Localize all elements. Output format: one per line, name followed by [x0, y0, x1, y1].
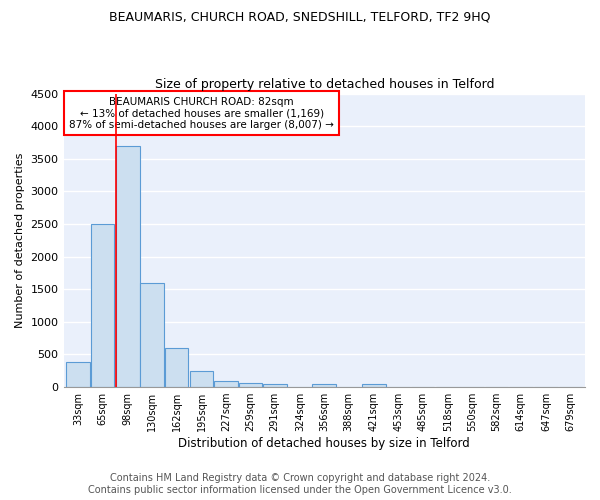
Bar — [362, 384, 386, 387]
Bar — [91, 224, 115, 387]
Bar — [190, 372, 214, 387]
Text: BEAUMARIS, CHURCH ROAD, SNEDSHILL, TELFORD, TF2 9HQ: BEAUMARIS, CHURCH ROAD, SNEDSHILL, TELFO… — [109, 10, 491, 23]
Bar — [164, 348, 188, 387]
Text: Contains HM Land Registry data © Crown copyright and database right 2024.
Contai: Contains HM Land Registry data © Crown c… — [88, 474, 512, 495]
Bar — [116, 146, 140, 387]
Bar — [67, 362, 90, 387]
Y-axis label: Number of detached properties: Number of detached properties — [15, 152, 25, 328]
Bar — [239, 383, 262, 387]
Bar — [313, 384, 336, 387]
Bar — [214, 380, 238, 387]
Bar — [140, 282, 164, 387]
Bar — [263, 384, 287, 387]
X-axis label: Distribution of detached houses by size in Telford: Distribution of detached houses by size … — [178, 437, 470, 450]
Text: BEAUMARIS CHURCH ROAD: 82sqm
← 13% of detached houses are smaller (1,169)
87% of: BEAUMARIS CHURCH ROAD: 82sqm ← 13% of de… — [69, 96, 334, 130]
Title: Size of property relative to detached houses in Telford: Size of property relative to detached ho… — [155, 78, 494, 91]
